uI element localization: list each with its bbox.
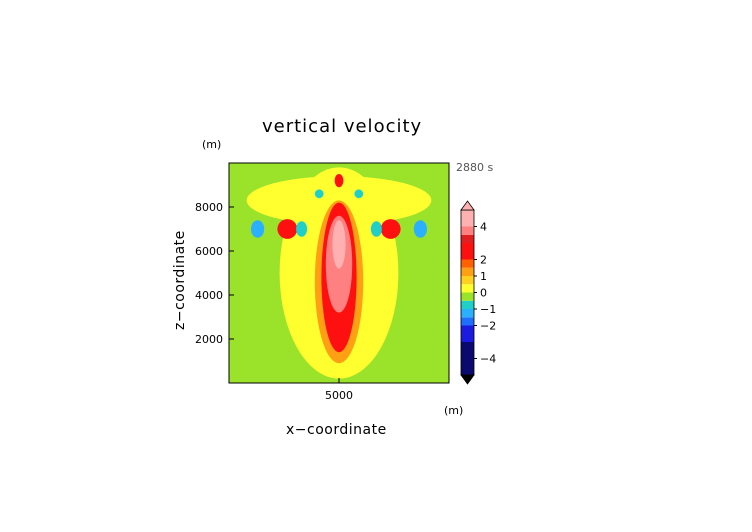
colorbar-tick-label: −1	[480, 303, 496, 316]
colorbar-tick-label: 0	[480, 287, 487, 300]
field-region-left-lobe-negative	[251, 220, 265, 238]
colorbar-level	[461, 317, 474, 326]
axes: 2000 4000 6000 8000 5000	[195, 162, 450, 402]
colorbar-level	[461, 292, 474, 301]
colorbar-max-triangle	[460, 200, 475, 211]
colorbar-tick-label: 4	[480, 221, 487, 234]
colorbar-level	[461, 325, 474, 342]
colorbar-min-triangle	[460, 374, 475, 385]
colorbar-tick-label: 1	[480, 270, 487, 283]
y-tick-label: 4000	[195, 289, 223, 302]
colorbar: 4 2 1 0 −1 −2 −4	[460, 200, 496, 385]
chart-title: vertical velocity	[262, 116, 423, 137]
field-region-top-cap-negative-right	[354, 189, 364, 199]
time-label: 2880 s	[456, 161, 494, 174]
colorbar-tick-label: 2	[480, 254, 487, 267]
field-region-left-inner-negative	[296, 221, 308, 237]
field-region-top-cap-negative-left	[314, 189, 324, 199]
y-tick-label: 6000	[195, 245, 223, 258]
colorbar-level	[461, 276, 474, 285]
field-region-top-cap	[334, 174, 344, 188]
colorbar-tick-label: −2	[480, 320, 496, 333]
x-tick-label: 5000	[325, 389, 353, 402]
x-axis-label: x−coordinate	[286, 422, 387, 438]
field-region-right-lobe-positive	[380, 219, 401, 239]
colorbar-tick-label: −4	[480, 353, 496, 366]
y-tick-label: 2000	[195, 333, 223, 346]
y-tick-label: 8000	[195, 201, 223, 214]
field-region-right-lobe-negative	[413, 220, 427, 238]
colorbar-level	[461, 243, 474, 260]
field-region-core-peak	[332, 220, 346, 269]
colorbar-level	[461, 267, 474, 276]
plot-area	[229, 163, 449, 383]
colorbar-level	[461, 300, 474, 309]
colorbar-level	[461, 226, 474, 235]
x-axis-unit: (m)	[444, 404, 464, 417]
colorbar-level	[461, 259, 474, 268]
colorbar-level	[461, 309, 474, 318]
colorbar-level	[461, 210, 474, 227]
colorbar-level	[461, 284, 474, 293]
colorbar-level	[461, 342, 474, 375]
field-region-right-inner-negative	[370, 221, 382, 237]
colorbar-level	[461, 234, 474, 243]
z-axis-unit: (m)	[202, 138, 222, 151]
field-region-left-lobe-positive	[277, 219, 298, 239]
